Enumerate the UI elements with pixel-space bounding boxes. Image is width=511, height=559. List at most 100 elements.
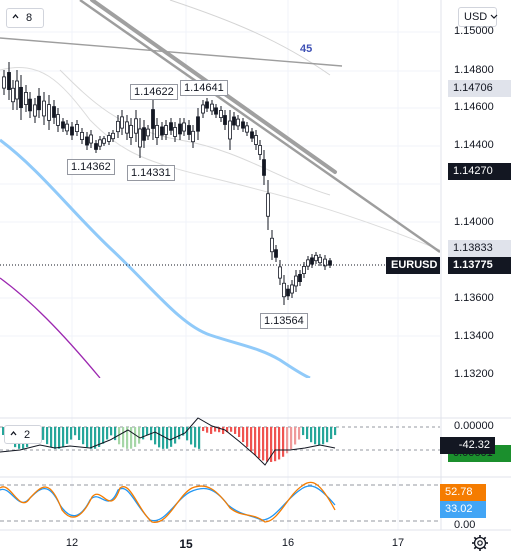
macd-histogram-bar: [114, 427, 117, 441]
osc-collapse-button[interactable]: 2: [4, 425, 42, 444]
candle-body: [236, 118, 240, 127]
macd-histogram-bar: [98, 427, 101, 447]
candle-body: [151, 109, 155, 129]
macd-histogram-bar: [230, 427, 233, 432]
candle-body: [85, 136, 89, 146]
candle-body: [254, 135, 258, 145]
candle-body: [201, 104, 205, 114]
candle-body: [178, 123, 182, 135]
candle-body: [28, 98, 32, 112]
candle-body: [19, 86, 23, 109]
macd-histogram-bar: [130, 427, 133, 449]
price-tick: 1.14800: [454, 64, 494, 76]
candle-body: [314, 254, 318, 262]
macd-histogram-bar: [210, 427, 213, 434]
macd-histogram-bar: [146, 427, 149, 436]
stoch-k-line: [0, 481, 336, 523]
macd-histogram-bar: [62, 427, 65, 448]
macd-line: [0, 417, 336, 466]
macd-histogram-bar: [246, 427, 249, 447]
candle-body: [129, 125, 133, 138]
macd-histogram-bar: [122, 427, 125, 448]
macd-histogram-bar: [226, 427, 229, 433]
candle-body: [258, 145, 262, 155]
candle-body: [241, 121, 245, 129]
macd-histogram-bar: [250, 427, 253, 452]
candle-body: [164, 125, 168, 135]
candle-body: [116, 120, 120, 133]
macd-histogram-bar: [202, 427, 205, 432]
stoch-pane: [0, 481, 440, 523]
candle-body: [15, 80, 19, 100]
candle-body: [250, 131, 254, 139]
currency-label: USD: [464, 11, 488, 23]
macd-histogram-bar: [218, 427, 221, 433]
macd-value-badge: -42.32: [440, 437, 495, 454]
candle-body: [210, 103, 214, 112]
candle-body: [173, 127, 177, 137]
candle-body: [302, 265, 306, 274]
time-label: 12: [65, 537, 79, 549]
candle-body: [270, 237, 274, 253]
candle-body: [232, 116, 236, 126]
macd-histogram-bar: [142, 427, 145, 440]
macd-histogram-bar: [222, 427, 225, 434]
price-annotation: 1.14331: [127, 165, 175, 181]
candle-body: [196, 116, 200, 132]
candle-body: [214, 107, 218, 115]
candle-body: [2, 76, 6, 89]
ma-blue-line: [0, 138, 311, 378]
macd-histogram-bar: [238, 427, 241, 437]
price-level-badge-lower: 1.13833: [448, 240, 511, 257]
candle-body: [262, 159, 266, 176]
macd-histogram-bar: [66, 427, 69, 444]
price-annotation: 1.14641: [180, 80, 228, 96]
candle-body: [75, 124, 79, 133]
macd-histogram-bar: [54, 427, 57, 449]
candle-body: [160, 126, 164, 136]
candle-body: [120, 116, 124, 129]
macd-histogram-bar: [194, 427, 197, 448]
macd-histogram-bar: [46, 427, 49, 445]
macd-histogram-bar: [174, 427, 177, 444]
currency-dropdown[interactable]: USD: [458, 7, 498, 27]
macd-histogram-bar: [282, 427, 285, 457]
candle-body: [219, 110, 223, 119]
macd-histogram: [2, 427, 337, 462]
macd-histogram-bar: [258, 427, 261, 459]
candle-body: [134, 118, 138, 134]
macd-histogram-bar: [206, 427, 209, 433]
collapse-legend-button[interactable]: 8: [6, 8, 44, 28]
candle-body: [278, 266, 282, 279]
candle-body: [61, 121, 65, 129]
price-annotation: 1.13564: [260, 313, 308, 329]
candle-body: [223, 115, 227, 125]
candle-body: [56, 114, 60, 126]
settings-gear-icon[interactable]: [471, 534, 489, 552]
candle-body: [37, 95, 41, 111]
macd-histogram-bar: [170, 427, 173, 447]
candle-body: [24, 92, 28, 105]
candle-body: [42, 100, 46, 117]
candle-body: [298, 273, 302, 282]
ma-purple-line: [0, 277, 101, 378]
candle-body: [318, 256, 322, 264]
macd-histogram-bar: [118, 427, 121, 445]
macd-histogram-bar: [138, 427, 141, 444]
candle-body: [290, 284, 294, 294]
candlestick-series: [2, 62, 332, 305]
macd-histogram-bar: [78, 427, 81, 441]
macd-histogram-bar: [90, 427, 93, 449]
candle-body: [142, 127, 146, 141]
candle-body: [306, 259, 310, 267]
macd-histogram-bar: [154, 427, 157, 445]
candle-body: [33, 104, 37, 117]
macd-histogram-bar: [94, 427, 97, 449]
candle-body: [169, 122, 173, 131]
macd-histogram-bar: [314, 427, 317, 445]
price-tick: 1.13600: [454, 292, 494, 304]
candle-body: [138, 128, 142, 148]
price-tick: 1.13400: [454, 330, 494, 342]
